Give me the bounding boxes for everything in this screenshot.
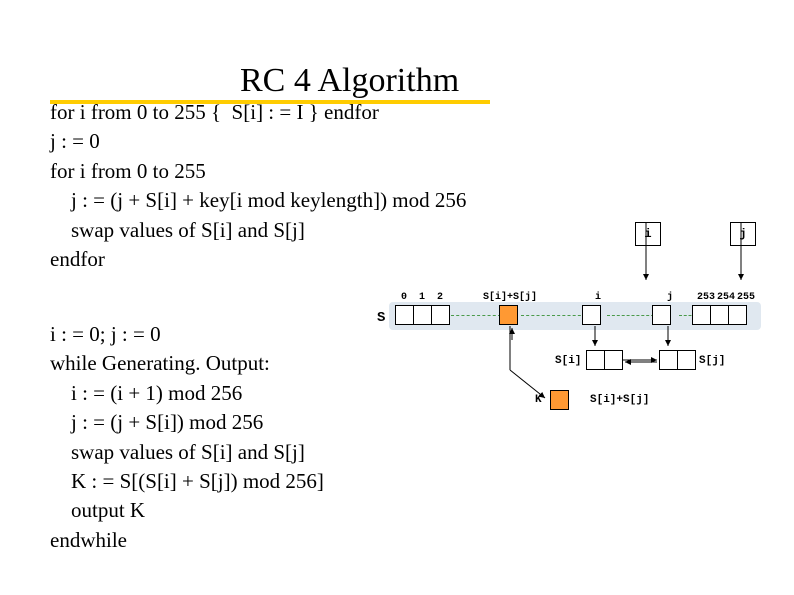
page-title: RC 4 Algorithm xyxy=(240,62,459,100)
diagram-arrows xyxy=(395,210,794,430)
pseudocode-generate: i : = 0; j : = 0 while Generating. Outpu… xyxy=(50,320,324,555)
s-array-label: S xyxy=(377,310,385,326)
